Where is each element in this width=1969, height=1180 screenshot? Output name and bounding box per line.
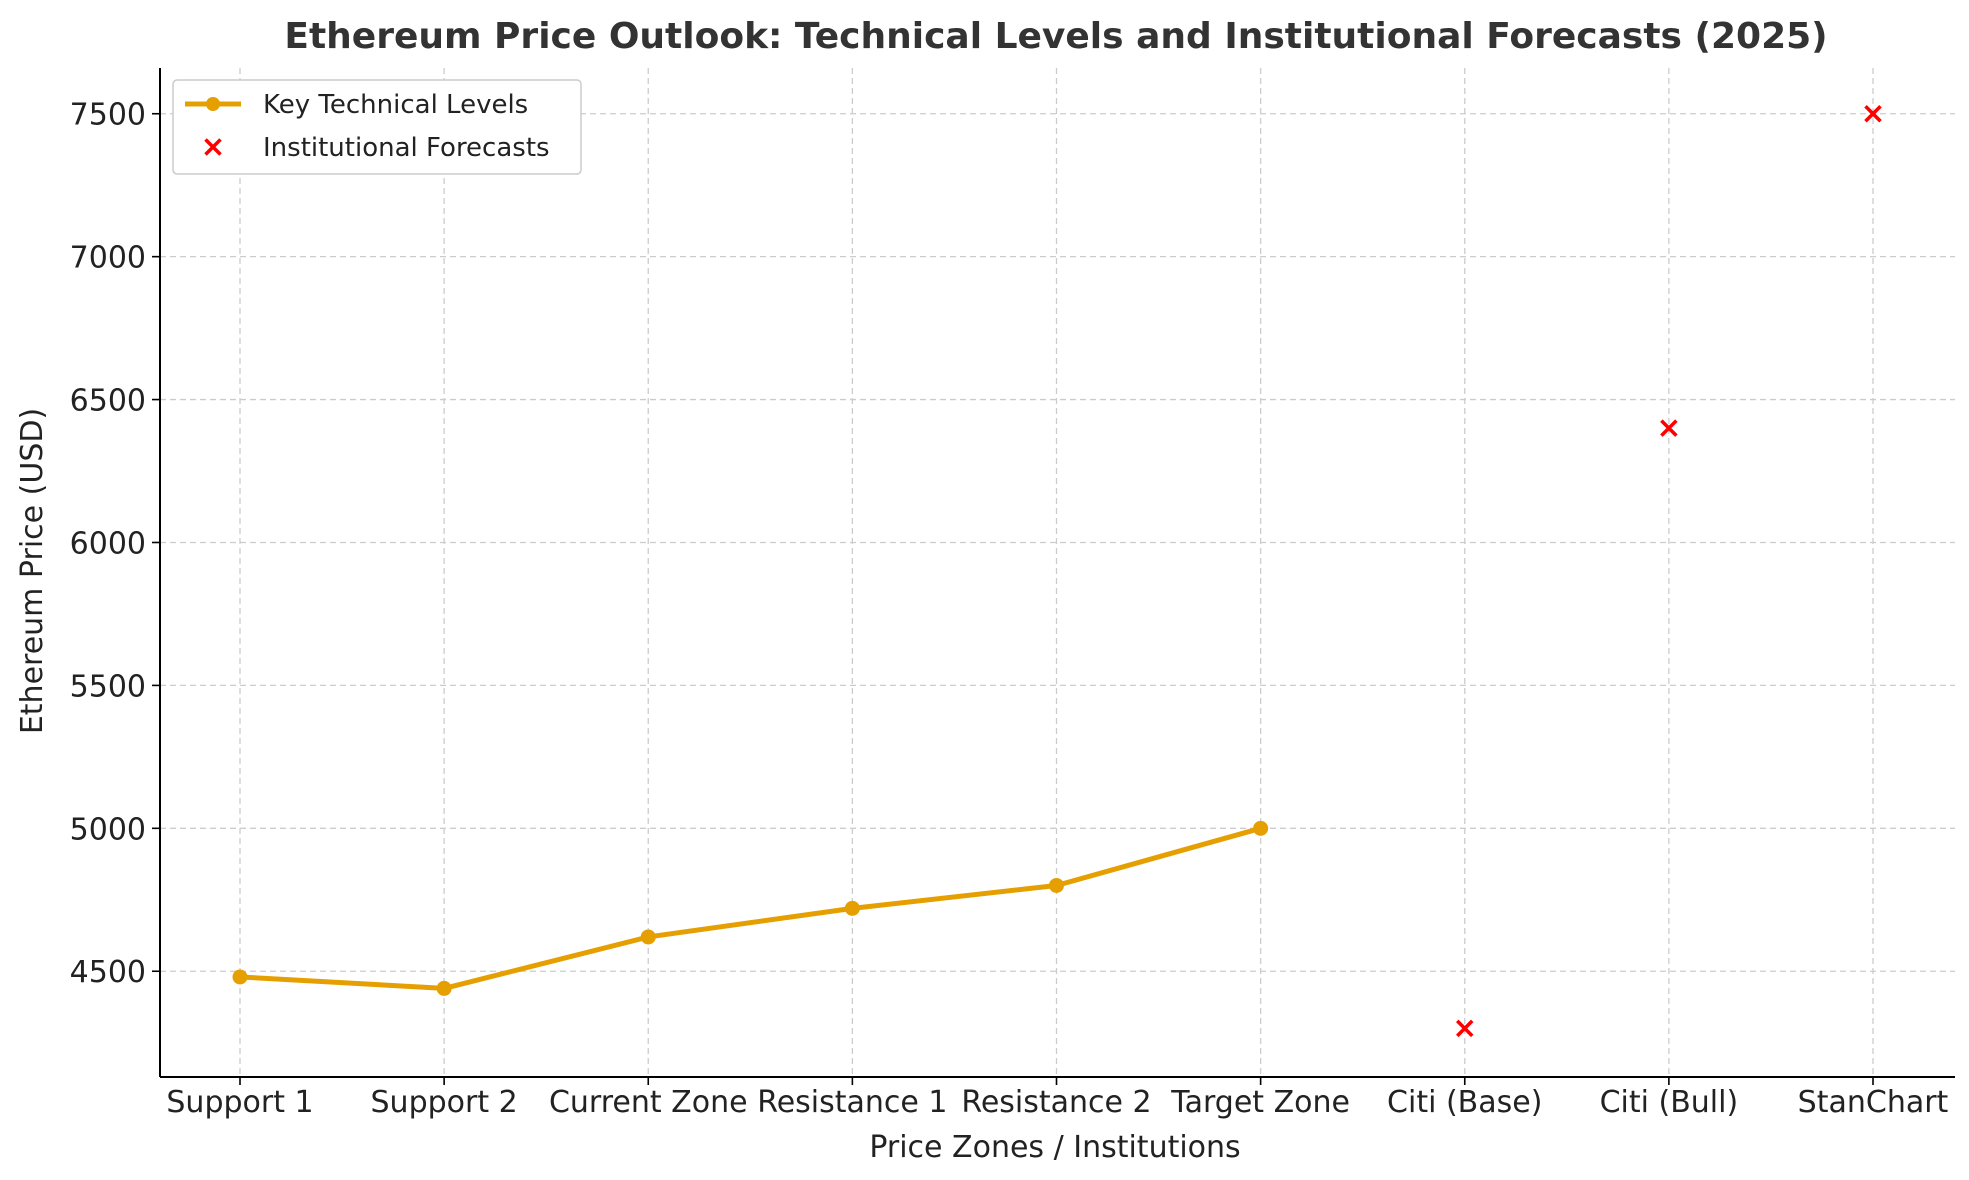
y-tick-label: 4500 [70, 955, 146, 990]
x-tick-label: Resistance 1 [757, 1085, 947, 1120]
y-tick-label: 5000 [70, 812, 146, 847]
legend: Key Technical Levels Institutional Foreca… [172, 79, 582, 175]
legend-label-technical: Key Technical Levels [263, 90, 528, 120]
x-tick-label: Target Zone [1170, 1085, 1350, 1120]
x-tick-label: Support 2 [371, 1085, 518, 1120]
technical-level-point [1253, 820, 1269, 836]
x-tick-label: Resistance 2 [961, 1085, 1151, 1120]
forecast-x-stroke [1660, 419, 1678, 437]
y-tick-label: 5500 [70, 669, 146, 704]
technical-level-point [232, 969, 248, 985]
chart-title: Ethereum Price Outlook: Technical Levels… [284, 16, 1827, 57]
x-tick-label: Current Zone [549, 1085, 748, 1120]
x-tick-label: Support 1 [166, 1085, 313, 1120]
y-tick-label: 7500 [70, 98, 146, 133]
x-tick-label: StanChart [1798, 1085, 1949, 1120]
ticks-layer: 4500 5000 5500 6000 6500 7000 7500 Support 1 Sup… [70, 98, 1949, 1120]
technical-level-point [844, 900, 860, 916]
forecast-point [1456, 1019, 1474, 1038]
grid-layer [160, 68, 1955, 1077]
legend-label-forecasts: Institutional Forecasts [263, 133, 550, 163]
y-tick-label: 6500 [70, 384, 146, 419]
legend-x-stroke [204, 138, 222, 156]
technical-level-point [436, 980, 452, 996]
x-tick-label: Citi (Base) [1387, 1085, 1542, 1120]
forecast-x-stroke [1456, 1019, 1474, 1038]
series-layer [232, 104, 1882, 1038]
legend-line-marker [206, 97, 220, 111]
y-tick-label: 7000 [70, 241, 146, 276]
technical-levels-line [237, 825, 1264, 991]
forecast-point [1864, 104, 1882, 123]
technical-level-point [640, 929, 656, 945]
forecast-point [1660, 419, 1678, 437]
x-tick-label: Citi (Bull) [1600, 1085, 1739, 1120]
legend-box [172, 79, 582, 175]
axes-layer [159, 68, 1955, 1078]
forecast-x-stroke [1864, 104, 1882, 123]
technical-level-point [1049, 877, 1064, 893]
x-axis-label: Price Zones / Institutions [869, 1130, 1240, 1165]
legend-x-marker [204, 138, 222, 156]
y-axis-label: Ethereum Price (USD) [15, 408, 50, 734]
y-tick-label: 6000 [70, 526, 146, 561]
